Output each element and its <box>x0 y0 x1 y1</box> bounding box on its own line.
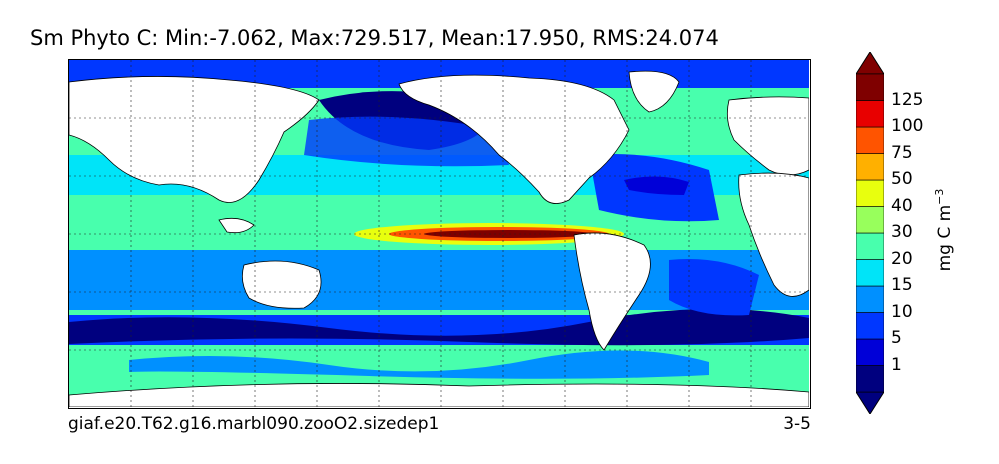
depth-range-caption: 3-5 <box>783 414 811 434</box>
colorbar-swatch <box>855 126 885 154</box>
land-masses <box>69 70 809 407</box>
land-africa <box>738 172 809 297</box>
colorbar-swatch <box>855 259 885 287</box>
south-atlantic-blue <box>669 259 759 316</box>
land-antarctica <box>69 383 809 407</box>
north-atlantic-core <box>624 176 689 195</box>
colorbar-swatch <box>855 232 885 260</box>
north-pacific-blue <box>304 116 509 167</box>
colorbar-tick-label: 20 <box>891 248 913 269</box>
land-europe <box>726 96 809 176</box>
colorbar-tick-label: 30 <box>891 222 913 242</box>
colorbar-swatch <box>855 100 885 128</box>
colorbar-swatch <box>855 153 885 181</box>
colorbar-tick-label: 125 <box>891 89 924 110</box>
colorbar-swatch <box>855 338 885 366</box>
colorbar-swatch <box>855 365 885 393</box>
colorbar-min-arrow <box>855 391 885 415</box>
colorbar-tick-label: 100 <box>891 116 924 136</box>
land-south-america <box>573 232 651 351</box>
units-base: mg C m <box>934 204 955 272</box>
units-label: mg C m−3 <box>933 189 955 272</box>
colorbar-tick-label: 1 <box>891 354 902 375</box>
colorbar-tick-label: 15 <box>891 275 913 295</box>
graticule <box>69 60 809 407</box>
land-asia <box>69 76 320 203</box>
colorbar-tick-label: 5 <box>891 328 902 348</box>
colorbar-swatch <box>855 312 885 340</box>
colorbar-tick-label: 50 <box>891 169 913 189</box>
colorbar-tick-label: 40 <box>891 195 913 216</box>
land-greenland <box>628 70 680 113</box>
colorbar-tick-label: 75 <box>891 142 913 163</box>
colorbar-swatch <box>855 206 885 234</box>
map-canvas <box>69 60 809 407</box>
colorbar-swatch <box>855 179 885 207</box>
land-australia <box>241 260 322 309</box>
antarctic-blue-patch <box>129 350 709 379</box>
colorbar-swatch <box>855 285 885 313</box>
colorbar-svg <box>855 51 885 415</box>
run-id-caption: giaf.e20.T62.g16.marbl090.zooO2.sizedep1 <box>68 414 440 434</box>
land-north-america <box>398 74 630 204</box>
colorbar <box>855 51 885 418</box>
colorbar-swatch <box>855 73 885 101</box>
colorbar-tick-label: 10 <box>891 301 913 322</box>
land-maritime-asia <box>218 217 255 234</box>
ocean-map <box>68 59 811 409</box>
units-exponent: −3 <box>933 188 947 205</box>
map-title: Sm Phyto C: Min:-7.062, Max:729.517, Mea… <box>30 26 719 50</box>
colorbar-max-arrow <box>855 51 885 75</box>
